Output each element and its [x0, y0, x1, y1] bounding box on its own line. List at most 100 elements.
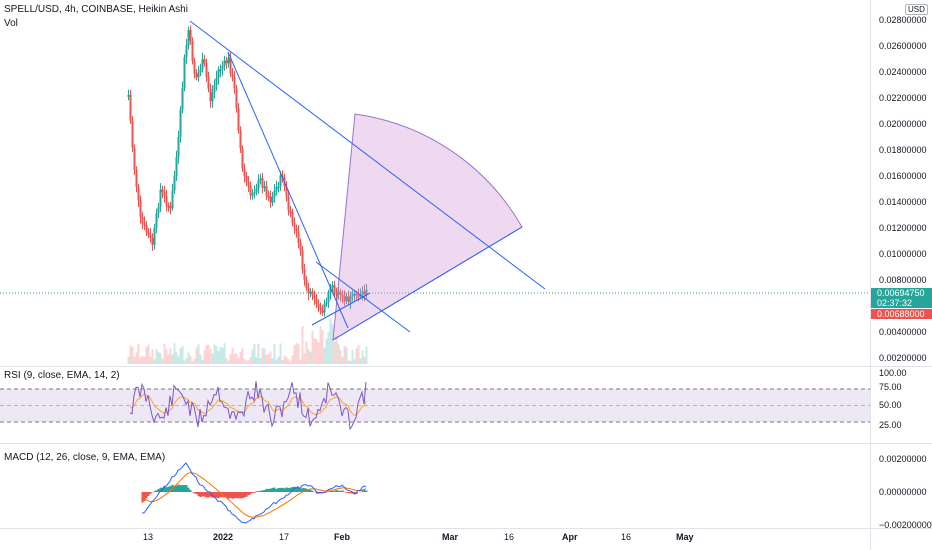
macd-histogram-bar	[141, 492, 144, 503]
macd-chart-area[interactable]: MACD (12, 26, close, 9, EMA, EMA)	[0, 444, 870, 528]
price-chart-svg[interactable]	[0, 0, 870, 366]
candle-body	[267, 195, 270, 198]
candle-body	[347, 296, 350, 303]
trendline-steep[interactable]	[227, 51, 349, 329]
macd-histogram-bar	[245, 492, 248, 497]
volume-bar	[237, 358, 240, 364]
candle-body	[321, 310, 324, 313]
rsi-tick: 75.00	[879, 382, 902, 392]
macd-pane[interactable]: MACD (12, 26, close, 9, EMA, EMA) 0.0020…	[0, 444, 932, 530]
macd-histogram-bar	[335, 489, 338, 492]
volume-bar	[157, 352, 160, 364]
candle-body	[129, 94, 132, 121]
macd-histogram-bar	[177, 484, 180, 492]
volume-bar	[163, 343, 166, 364]
candle-body	[331, 285, 334, 288]
trendline-upper[interactable]	[189, 20, 546, 290]
rsi-chart-area[interactable]: RSI (9, close, EMA, 14, 2)	[0, 367, 870, 443]
macd-histogram-bar	[275, 488, 278, 492]
volume-bar	[267, 353, 270, 364]
volume-bar	[259, 358, 262, 364]
macd-histogram-bar	[169, 486, 172, 492]
volume-bar	[357, 345, 360, 364]
macd-histogram-bar	[349, 492, 352, 494]
macd-histogram-bar	[227, 492, 230, 499]
symbol-title[interactable]: SPELL/USD, 4h, COINBASE, Heikin Ashi	[4, 4, 188, 15]
candle-body	[141, 216, 144, 224]
macd-histogram-bar	[241, 492, 244, 499]
macd-label[interactable]: MACD (12, 26, close, 9, EMA, EMA)	[4, 452, 166, 463]
time-axis-border	[0, 528, 932, 529]
volume-bar	[239, 351, 242, 364]
macd-histogram-bar	[195, 492, 198, 494]
candle-body	[189, 29, 192, 41]
candle-body	[203, 59, 206, 64]
volume-bar	[359, 358, 362, 364]
time-axis[interactable]: 13 2022 17 Feb Mar 16 Apr 16 May	[0, 529, 870, 550]
rsi-scale[interactable]: 100.00 75.00 50.00 25.00	[870, 367, 932, 443]
rsi-pane[interactable]: RSI (9, close, EMA, 14, 2) 100.00 75.00 …	[0, 367, 932, 443]
price-tick: 0.01600000	[879, 171, 927, 181]
macd-histogram-bar	[293, 486, 296, 492]
volume-bar	[181, 346, 184, 364]
volume-bar	[165, 349, 168, 364]
macd-tick: 0.00000000	[879, 487, 927, 497]
time-axis-corner	[870, 529, 932, 550]
volume-bar	[225, 357, 228, 364]
candle-body	[219, 69, 222, 72]
volume-label[interactable]: Vol	[4, 18, 18, 29]
rsi-label[interactable]: RSI (9, close, EMA, 14, 2)	[4, 370, 120, 381]
volume-bar	[355, 348, 358, 364]
macd-histogram-bar	[243, 492, 246, 498]
volume-bar	[327, 332, 330, 364]
macd-tick: 0.00200000	[879, 454, 927, 464]
macd-histogram-bar	[197, 492, 200, 497]
volume-bar	[307, 348, 310, 364]
volume-bar	[203, 350, 206, 364]
volume-bar	[271, 358, 274, 364]
macd-histogram-bar	[309, 489, 312, 492]
currency-button[interactable]: USD	[905, 4, 928, 15]
macd-histogram-bar	[311, 490, 314, 492]
volume-bar	[349, 360, 352, 364]
fan-baseline[interactable]	[332, 226, 523, 341]
price-tick: 0.02600000	[879, 41, 927, 51]
volume-bar	[335, 335, 338, 364]
volume-bar	[341, 356, 344, 364]
price-tick: 0.02800000	[879, 15, 927, 25]
candle-body	[187, 29, 190, 46]
macd-histogram-bar	[289, 487, 292, 492]
candle-body	[225, 60, 228, 64]
candle-body	[249, 185, 252, 196]
macd-histogram-bar	[155, 490, 158, 492]
trendline-wedge-bottom[interactable]	[311, 292, 371, 326]
pane-separator[interactable]	[0, 443, 932, 444]
macd-histogram-bar	[193, 492, 196, 494]
candle-body	[291, 212, 294, 223]
candle-body	[207, 76, 210, 89]
candle-body	[279, 175, 282, 187]
candle-body	[239, 130, 242, 149]
macd-histogram-bar	[265, 488, 268, 492]
pane-separator[interactable]	[0, 366, 932, 367]
candle-body	[157, 207, 160, 214]
macd-histogram-bar	[189, 489, 192, 492]
candle-body	[363, 291, 366, 295]
macd-svg[interactable]	[0, 444, 870, 528]
volume-bar	[315, 339, 318, 364]
volume-bar	[241, 347, 244, 364]
volume-bar	[333, 341, 336, 364]
price-chart-area[interactable]: SPELL/USD, 4h, COINBASE, Heikin Ashi Vol	[0, 0, 870, 366]
macd-histogram-bar	[229, 492, 232, 499]
candle-body	[319, 307, 322, 311]
macd-scale[interactable]: 0.00200000 0.00000000 −0.00200000	[870, 444, 932, 530]
price-pane[interactable]: SPELL/USD, 4h, COINBASE, Heikin Ashi Vol…	[0, 0, 932, 366]
fib-fan-drawing[interactable]	[332, 113, 523, 341]
candle-body	[137, 187, 140, 201]
macd-histogram-bar	[207, 492, 210, 498]
volume-bar	[173, 343, 176, 364]
macd-histogram-bar	[365, 490, 368, 492]
rsi-svg[interactable]	[0, 367, 870, 443]
volume-bar	[139, 357, 142, 364]
volume-bar	[207, 344, 210, 364]
